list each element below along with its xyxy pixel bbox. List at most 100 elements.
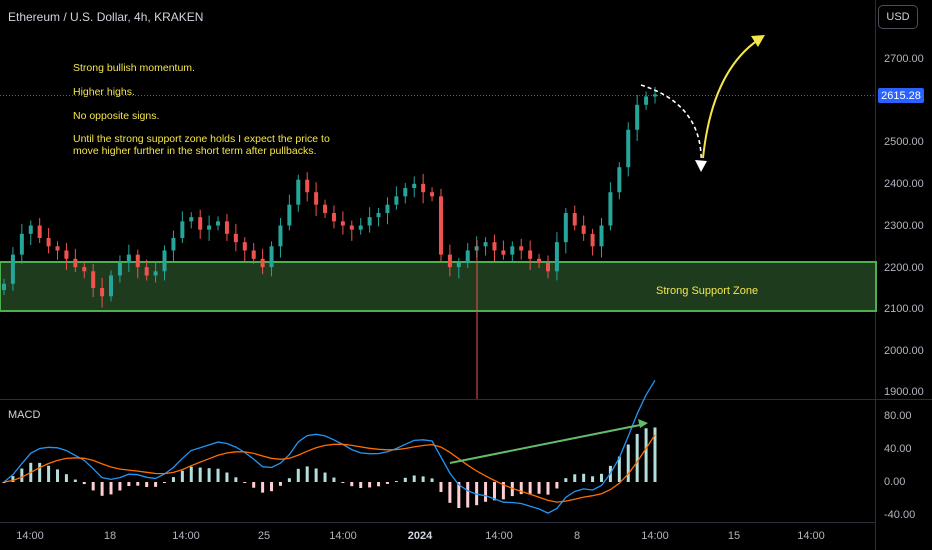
- candle-body: [73, 258, 78, 268]
- macd-histogram-bar: [189, 466, 193, 482]
- bullish-arrow[interactable]: [702, 39, 759, 159]
- price-tick: 2500.00: [884, 136, 924, 148]
- macd-histogram-bar: [198, 467, 202, 482]
- candle-body: [590, 233, 595, 247]
- candle-body: [626, 129, 631, 168]
- macd-histogram-bar: [207, 468, 211, 482]
- macd-histogram-bar: [528, 482, 532, 494]
- time-tick: 14:00: [797, 530, 825, 542]
- time-tick: 18: [103, 530, 117, 542]
- macd-histogram-bar: [20, 468, 24, 482]
- time-tick: 15: [727, 530, 741, 542]
- candle-body: [171, 237, 176, 251]
- candle-body: [465, 250, 470, 263]
- candle-body: [216, 221, 221, 226]
- candle-body: [37, 225, 42, 238]
- candle-body: [385, 204, 390, 214]
- macd-histogram-bar: [368, 482, 372, 488]
- time-tick: 14:00: [16, 530, 44, 542]
- candle-body: [438, 196, 443, 255]
- candle-body: [599, 225, 604, 247]
- macd-histogram-bar: [421, 476, 425, 482]
- candle-body: [64, 250, 69, 259]
- note-line-4b: move higher further in the short term af…: [73, 145, 317, 157]
- macd-histogram-bar: [394, 480, 398, 482]
- candle-body: [617, 167, 622, 193]
- macd-histogram-bar: [234, 477, 238, 482]
- candle-body: [483, 242, 488, 247]
- macd-histogram-bar: [109, 482, 113, 495]
- candle-body: [10, 254, 15, 284]
- candle-body: [412, 183, 417, 189]
- macd-histogram-bar: [145, 482, 149, 488]
- macd-histogram-bar: [261, 482, 265, 493]
- pullback-arrow[interactable]: [640, 84, 702, 169]
- macd-histogram-bar: [163, 482, 167, 483]
- candle-body: [349, 225, 354, 230]
- candle-body: [189, 217, 194, 222]
- macd-histogram-bar: [73, 479, 77, 482]
- macd-histogram: [2, 427, 657, 508]
- candle-body: [287, 204, 292, 226]
- candle-body: [456, 262, 461, 268]
- time-tick: 14:00: [329, 530, 357, 542]
- candle-body: [644, 96, 649, 105]
- macd-histogram-bar: [599, 473, 603, 482]
- macd-tick: 80.00: [884, 410, 912, 422]
- candle-body: [358, 225, 363, 230]
- support-zone-rect[interactable]: [0, 261, 877, 312]
- macd-histogram-bar: [546, 482, 550, 495]
- time-tick: 8: [573, 530, 581, 542]
- macd-histogram-bar: [127, 482, 131, 487]
- note-line-1: Strong bullish momentum.: [73, 62, 195, 74]
- candle-body: [403, 188, 408, 197]
- candle-body: [278, 225, 283, 247]
- macd-histogram-bar: [501, 482, 505, 500]
- candle-body: [2, 283, 6, 291]
- macd-histogram-bar: [635, 433, 639, 482]
- candle-body: [581, 225, 586, 234]
- candle-body: [635, 104, 640, 130]
- macd-histogram-bar: [582, 473, 586, 482]
- candle-body: [82, 267, 87, 272]
- macd-histogram-bar: [573, 474, 577, 482]
- macd-histogram-bar: [305, 466, 309, 482]
- candle-body: [367, 217, 372, 226]
- candle-body: [269, 246, 274, 268]
- candle-body: [545, 262, 550, 272]
- candle-body: [46, 237, 51, 247]
- macd-histogram-bar: [216, 468, 220, 482]
- macd-histogram-bar: [91, 482, 95, 491]
- candle-body: [55, 246, 60, 251]
- candle-body: [376, 213, 381, 218]
- macd-histogram-bar: [171, 477, 175, 482]
- macd-histogram-bar: [591, 476, 595, 482]
- candle-body: [260, 258, 265, 268]
- currency-button[interactable]: USD: [878, 5, 918, 29]
- candle-body: [323, 204, 328, 214]
- candle-body: [126, 254, 131, 263]
- macd-histogram-bar: [314, 468, 318, 482]
- macd-histogram-bar: [457, 482, 461, 508]
- macd-trend-arrowhead: [638, 419, 648, 428]
- macd-trend-line[interactable]: [449, 423, 646, 464]
- macd-histogram-bar: [644, 428, 648, 482]
- candle-body: [572, 213, 577, 226]
- note-line-4a: Until the strong support zone holds I ex…: [73, 133, 330, 145]
- candle-body: [28, 225, 33, 234]
- macd-line: [3, 379, 656, 514]
- bullish-arrowhead: [751, 35, 765, 47]
- price-tick: 2400.00: [884, 178, 924, 190]
- candle-body: [198, 217, 203, 230]
- macd-histogram-bar: [448, 482, 452, 503]
- candle-body: [109, 275, 114, 297]
- macd-histogram-bar: [64, 474, 68, 482]
- pullback-arrowhead: [695, 160, 707, 172]
- macd-histogram-bar: [47, 465, 51, 482]
- macd-histogram-bar: [653, 427, 657, 482]
- macd-histogram-bar: [519, 482, 523, 495]
- note-line-3: No opposite signs.: [73, 110, 160, 122]
- time-tick-year: 2024: [407, 530, 433, 542]
- candle-body: [19, 233, 24, 255]
